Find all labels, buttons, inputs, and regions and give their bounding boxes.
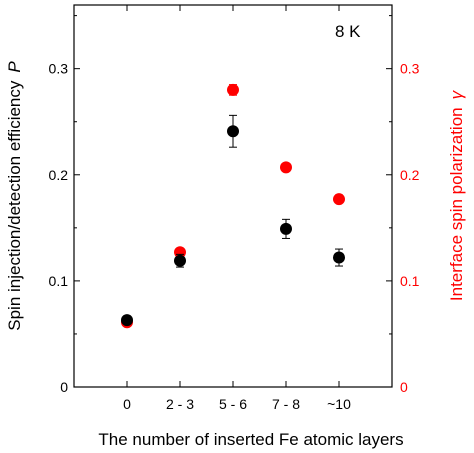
y-right-tick-label: 0.2 (400, 167, 420, 183)
data-marks (121, 83, 345, 329)
data-point-gamma (333, 193, 345, 206)
x-axis-label: The number of inserted Fe atomic layers (98, 430, 403, 449)
y-axis-left-symbol: P (5, 61, 24, 73)
y-right-tick-label: 0.3 (400, 61, 420, 77)
axis-ticks: 0 0.1 0.2 0.3 0 0.1 0.2 0.3 0 2 - 3 5 - 6 7 - 8 ~10 (49, 5, 420, 412)
x-tick-label: 0 (123, 396, 131, 412)
data-point-gamma (227, 83, 239, 96)
y-axis-right-symbol: γ (447, 89, 466, 99)
data-point-p (121, 314, 133, 327)
x-tick-label: 2 - 3 (166, 396, 194, 412)
y-axis-right-label: Interface spin polarization γ (447, 89, 466, 301)
y-right-tick-label: 0.1 (400, 273, 420, 289)
data-point-p (333, 251, 345, 264)
plot-area (73, 4, 393, 388)
x-tick-label: 5 - 6 (219, 396, 247, 412)
y-axis-left-label-text: Spin injection/detection efficiency (5, 80, 24, 331)
y-left-tick-label: 0.1 (49, 273, 69, 289)
y-left-tick-label: 0.2 (49, 167, 69, 183)
data-point-p (227, 125, 239, 138)
plot-frame (73, 4, 393, 388)
y-right-tick-label: 0 (400, 379, 408, 395)
x-tick-label: 7 - 8 (272, 396, 300, 412)
data-point-gamma (280, 161, 292, 174)
data-point-p (280, 222, 292, 235)
temperature-annotation: 8 K (335, 22, 361, 41)
data-point-gamma (174, 246, 186, 259)
x-tick-label: ~10 (327, 396, 351, 412)
data-point-p (174, 254, 186, 267)
y-axis-left-label: Spin injection/detection efficiency P (5, 61, 24, 331)
y-left-tick-label: 0 (60, 379, 68, 395)
y-axis-right-label-text: Interface spin polarization (447, 107, 466, 301)
y-left-tick-label: 0.3 (49, 61, 69, 77)
